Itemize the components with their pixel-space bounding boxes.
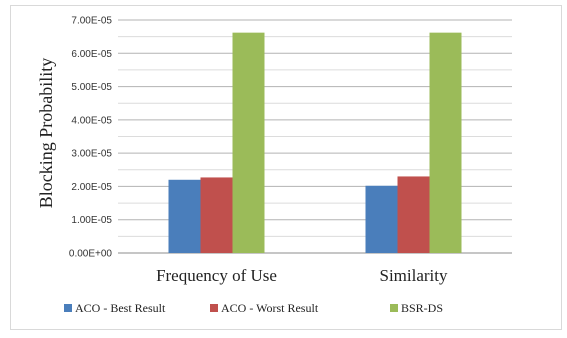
bar-aco-best-result-similarity (365, 185, 398, 253)
legend-label: BSR-DS (401, 301, 443, 315)
legend: ACO - Best Result ACO - Worst Result BSR-D… (64, 301, 443, 315)
x-category-label: Similarity (380, 266, 449, 285)
legend-label: ACO - Worst Result (221, 301, 319, 315)
legend-swatch (210, 304, 218, 312)
bar-aco-worst-result-frequency-of-use (200, 177, 233, 253)
y-tick-label: 7.00E-05 (71, 16, 112, 27)
bar-bsr-ds-similarity (429, 32, 462, 253)
legend-label: ACO - Best Result (75, 301, 166, 315)
y-tick-label: 4.00E-05 (71, 115, 112, 126)
y-axis-title: Blocking Probability (36, 58, 56, 209)
category-labels: Frequency of Use Similarity (156, 266, 448, 285)
legend-swatch (390, 304, 398, 312)
legend-swatch (64, 304, 72, 312)
y-tick-label: 1.00E-05 (71, 215, 112, 226)
bar-aco-worst-result-similarity (397, 176, 430, 253)
x-category-label: Frequency of Use (156, 266, 277, 285)
y-tick-label: 6.00E-05 (71, 49, 112, 60)
bar-aco-best-result-frequency-of-use (168, 179, 201, 253)
y-tick-label: 3.00E-05 (71, 149, 112, 160)
bars (168, 32, 462, 253)
y-tick-labels: 0.00E+00 1.00E-05 2.00E-05 3.00E-05 4.00E-05… (69, 16, 113, 260)
y-tick-label: 0.00E+00 (69, 249, 113, 260)
y-tick-label: 2.00E-05 (71, 182, 112, 193)
chart-frame (10, 5, 562, 330)
bar-bsr-ds-frequency-of-use (232, 32, 265, 253)
y-tick-label: 5.00E-05 (71, 82, 112, 93)
